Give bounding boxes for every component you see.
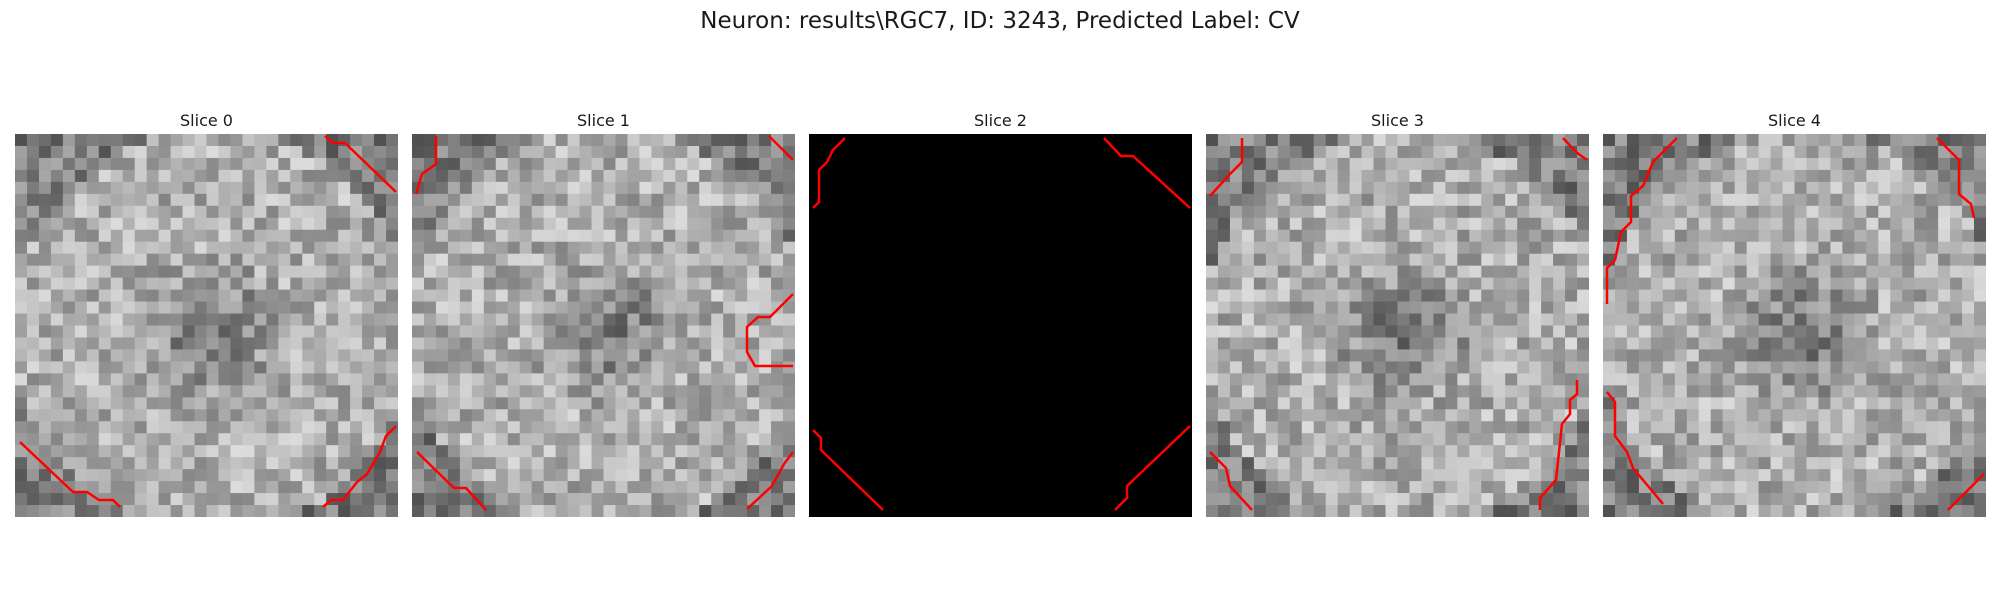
slice-image-4 (1603, 134, 1986, 517)
figure-title: Neuron: results\RGC7, ID: 3243, Predicte… (700, 8, 1300, 34)
slice-title: Slice 1 (577, 111, 630, 130)
contour-lines (812, 137, 1191, 511)
slice-image-1 (412, 134, 795, 517)
contour-lines (1605, 137, 1985, 511)
slice-panel-2: Slice 2 (809, 108, 1192, 517)
slice-image-3 (1206, 134, 1589, 517)
slice-panel-0: Slice 0 (15, 108, 398, 517)
contour-lines (414, 135, 794, 511)
slice-title: Slice 2 (974, 111, 1027, 130)
slice-panel-4: Slice 4 (1603, 108, 1986, 517)
slice-panel-1: Slice 1 (412, 108, 795, 517)
slice-title: Slice 0 (180, 111, 233, 130)
slice-title: Slice 4 (1768, 111, 1821, 130)
slice-image-2 (809, 134, 1192, 517)
slice-title: Slice 3 (1371, 111, 1424, 130)
slice-image-0 (15, 134, 398, 517)
contour-lines (1209, 137, 1588, 511)
contour-lines (19, 135, 397, 508)
slice-panel-3: Slice 3 (1206, 108, 1589, 517)
